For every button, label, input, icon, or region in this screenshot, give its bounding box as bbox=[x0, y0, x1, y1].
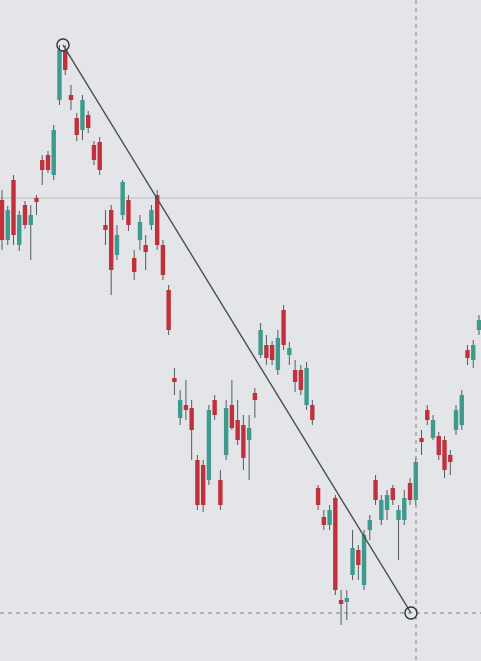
candle-body bbox=[252, 393, 258, 400]
candle-body bbox=[350, 548, 355, 575]
candle-body bbox=[45, 155, 51, 170]
candle-body bbox=[34, 198, 39, 202]
candle-body bbox=[120, 182, 125, 215]
candle-body bbox=[442, 440, 447, 470]
candle-body bbox=[425, 410, 430, 420]
candle-body bbox=[149, 210, 154, 225]
candle-body bbox=[189, 408, 194, 430]
candle-body bbox=[367, 520, 373, 530]
candle-body bbox=[448, 455, 453, 462]
candle-body bbox=[63, 50, 68, 70]
candle-body bbox=[471, 345, 476, 360]
candle-body bbox=[419, 438, 424, 442]
candle-body bbox=[476, 320, 481, 330]
candle-body bbox=[103, 225, 108, 230]
candle-body bbox=[264, 345, 269, 358]
candle-body bbox=[131, 258, 137, 272]
candle-body bbox=[143, 245, 148, 252]
candle-body bbox=[74, 118, 79, 135]
candle-body bbox=[379, 500, 384, 520]
candle-body bbox=[292, 370, 298, 382]
candle-body bbox=[17, 215, 22, 245]
candle-body bbox=[281, 310, 286, 345]
candle-body bbox=[459, 395, 464, 425]
candle-body bbox=[298, 370, 304, 390]
candle-body bbox=[384, 495, 390, 510]
candle-body bbox=[327, 510, 332, 525]
candle-body bbox=[22, 205, 28, 225]
candle-body bbox=[269, 345, 275, 360]
candle-body bbox=[246, 428, 252, 440]
candle-body bbox=[396, 510, 401, 520]
candle-body bbox=[177, 400, 183, 418]
candle-body bbox=[310, 405, 315, 420]
candle-body bbox=[195, 460, 200, 505]
candle-body bbox=[402, 498, 407, 520]
candle-body bbox=[200, 465, 206, 505]
candle-body bbox=[436, 436, 441, 455]
candle-body bbox=[206, 410, 212, 480]
candle-body bbox=[315, 488, 321, 505]
candle-body bbox=[333, 498, 338, 590]
candle-body bbox=[223, 408, 229, 455]
candle-body bbox=[275, 338, 281, 370]
candle-body bbox=[413, 462, 418, 500]
candle-body bbox=[287, 348, 292, 355]
candle-body bbox=[51, 130, 56, 175]
candle-body bbox=[154, 195, 160, 245]
candle-body bbox=[453, 410, 459, 430]
candle-body bbox=[321, 517, 327, 525]
candle-body bbox=[183, 405, 189, 410]
candle-body bbox=[338, 600, 344, 604]
candle-body bbox=[57, 50, 62, 100]
candle-body bbox=[80, 100, 85, 130]
candle-body bbox=[5, 210, 10, 240]
candle-body bbox=[373, 480, 378, 500]
candle-body bbox=[344, 598, 350, 602]
candle-body bbox=[91, 145, 97, 160]
candle-body bbox=[97, 142, 102, 170]
candle-body bbox=[361, 535, 367, 585]
candle-body bbox=[407, 483, 413, 500]
candle-body bbox=[0, 200, 5, 240]
candle-body bbox=[166, 290, 171, 330]
candle-body bbox=[172, 378, 177, 382]
candle-body bbox=[28, 215, 33, 225]
candle-body bbox=[126, 200, 131, 225]
candle-body bbox=[160, 245, 166, 275]
candle-body bbox=[212, 400, 217, 415]
candle-body bbox=[218, 480, 223, 505]
candle-body bbox=[108, 210, 114, 270]
candle-body bbox=[114, 235, 120, 255]
candle-body bbox=[229, 405, 235, 428]
candle-body bbox=[235, 420, 240, 440]
trend-handle bbox=[56, 38, 70, 52]
candle-body bbox=[304, 368, 309, 405]
candles bbox=[0, 45, 481, 625]
candle-body bbox=[356, 550, 361, 565]
candle-body bbox=[258, 330, 263, 355]
candle-body bbox=[241, 425, 246, 458]
candle-body bbox=[390, 488, 395, 500]
candle-body bbox=[86, 115, 91, 128]
candle-body bbox=[465, 350, 470, 358]
trend-handle bbox=[404, 606, 418, 620]
candle-body bbox=[68, 95, 74, 100]
candle-body bbox=[40, 160, 45, 170]
candle-body bbox=[430, 420, 436, 438]
candle-body bbox=[11, 180, 16, 235]
trend-line bbox=[62, 44, 412, 614]
candle-body bbox=[137, 222, 143, 240]
